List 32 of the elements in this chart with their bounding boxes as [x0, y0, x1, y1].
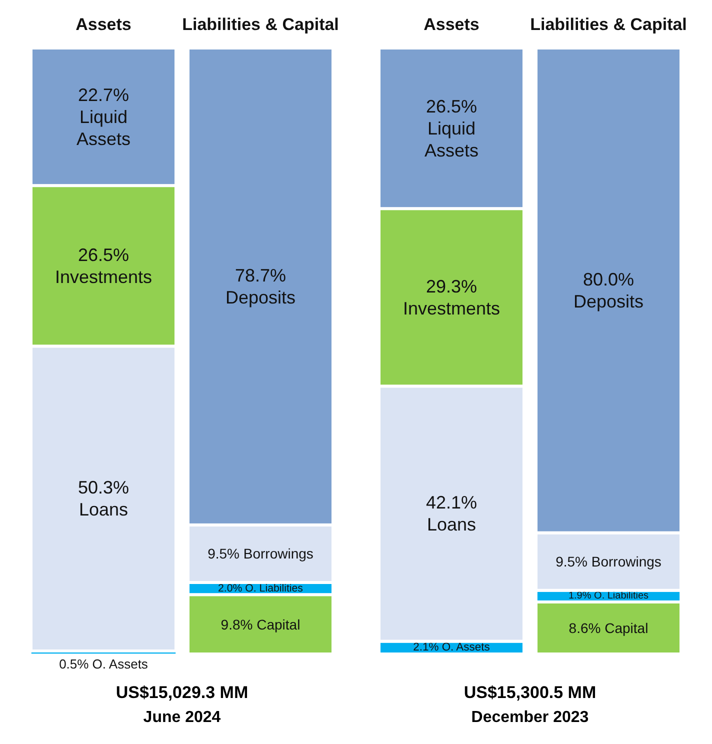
- data-label: 78.7%: [234, 265, 286, 286]
- series-label: Loans: [78, 500, 128, 520]
- data-label: 26.5%: [426, 96, 478, 116]
- text: 9.8% Capital: [220, 616, 300, 632]
- series-label: Investments: [54, 266, 152, 287]
- series-label: Liquid Assets: [424, 118, 479, 160]
- data-label: 29.3%: [426, 276, 478, 296]
- data-label: 26.5%: [78, 244, 130, 265]
- x-tick-label: Assets: [76, 15, 132, 34]
- text: US$15,029.3 MM: [116, 683, 248, 702]
- data-label: 42.1%: [426, 492, 478, 513]
- x-tick-label: Liabilities & Capital: [182, 15, 339, 34]
- series-label: Deposits: [573, 291, 644, 312]
- data-label: 80.0%: [582, 269, 634, 290]
- series-label: Deposits: [225, 287, 296, 308]
- text: December 2023: [471, 709, 589, 726]
- text: 9.5% Borrowings: [556, 554, 662, 570]
- text: 8.6% Capital: [568, 620, 648, 636]
- text: June 2024: [143, 709, 221, 726]
- series-label: Loans: [426, 514, 476, 535]
- text: 2.0% O. Liabilities: [218, 582, 303, 595]
- text: 0.5% O. Assets: [59, 656, 148, 672]
- data-label: 50.3%: [78, 478, 130, 498]
- data-label: 22.7%: [78, 84, 130, 105]
- series-label: Liquid Assets: [76, 106, 131, 149]
- text: 9.5% Borrowings: [208, 546, 314, 562]
- x-tick-label: Liabilities & Capital: [530, 15, 687, 34]
- text: 1.9% O. Liabilities: [568, 590, 649, 602]
- series-label: Investments: [402, 298, 500, 318]
- text: US$15,300.5 MM: [464, 683, 596, 702]
- text: 2.1% O. Assets: [413, 642, 490, 654]
- x-tick-label: Assets: [424, 15, 480, 34]
